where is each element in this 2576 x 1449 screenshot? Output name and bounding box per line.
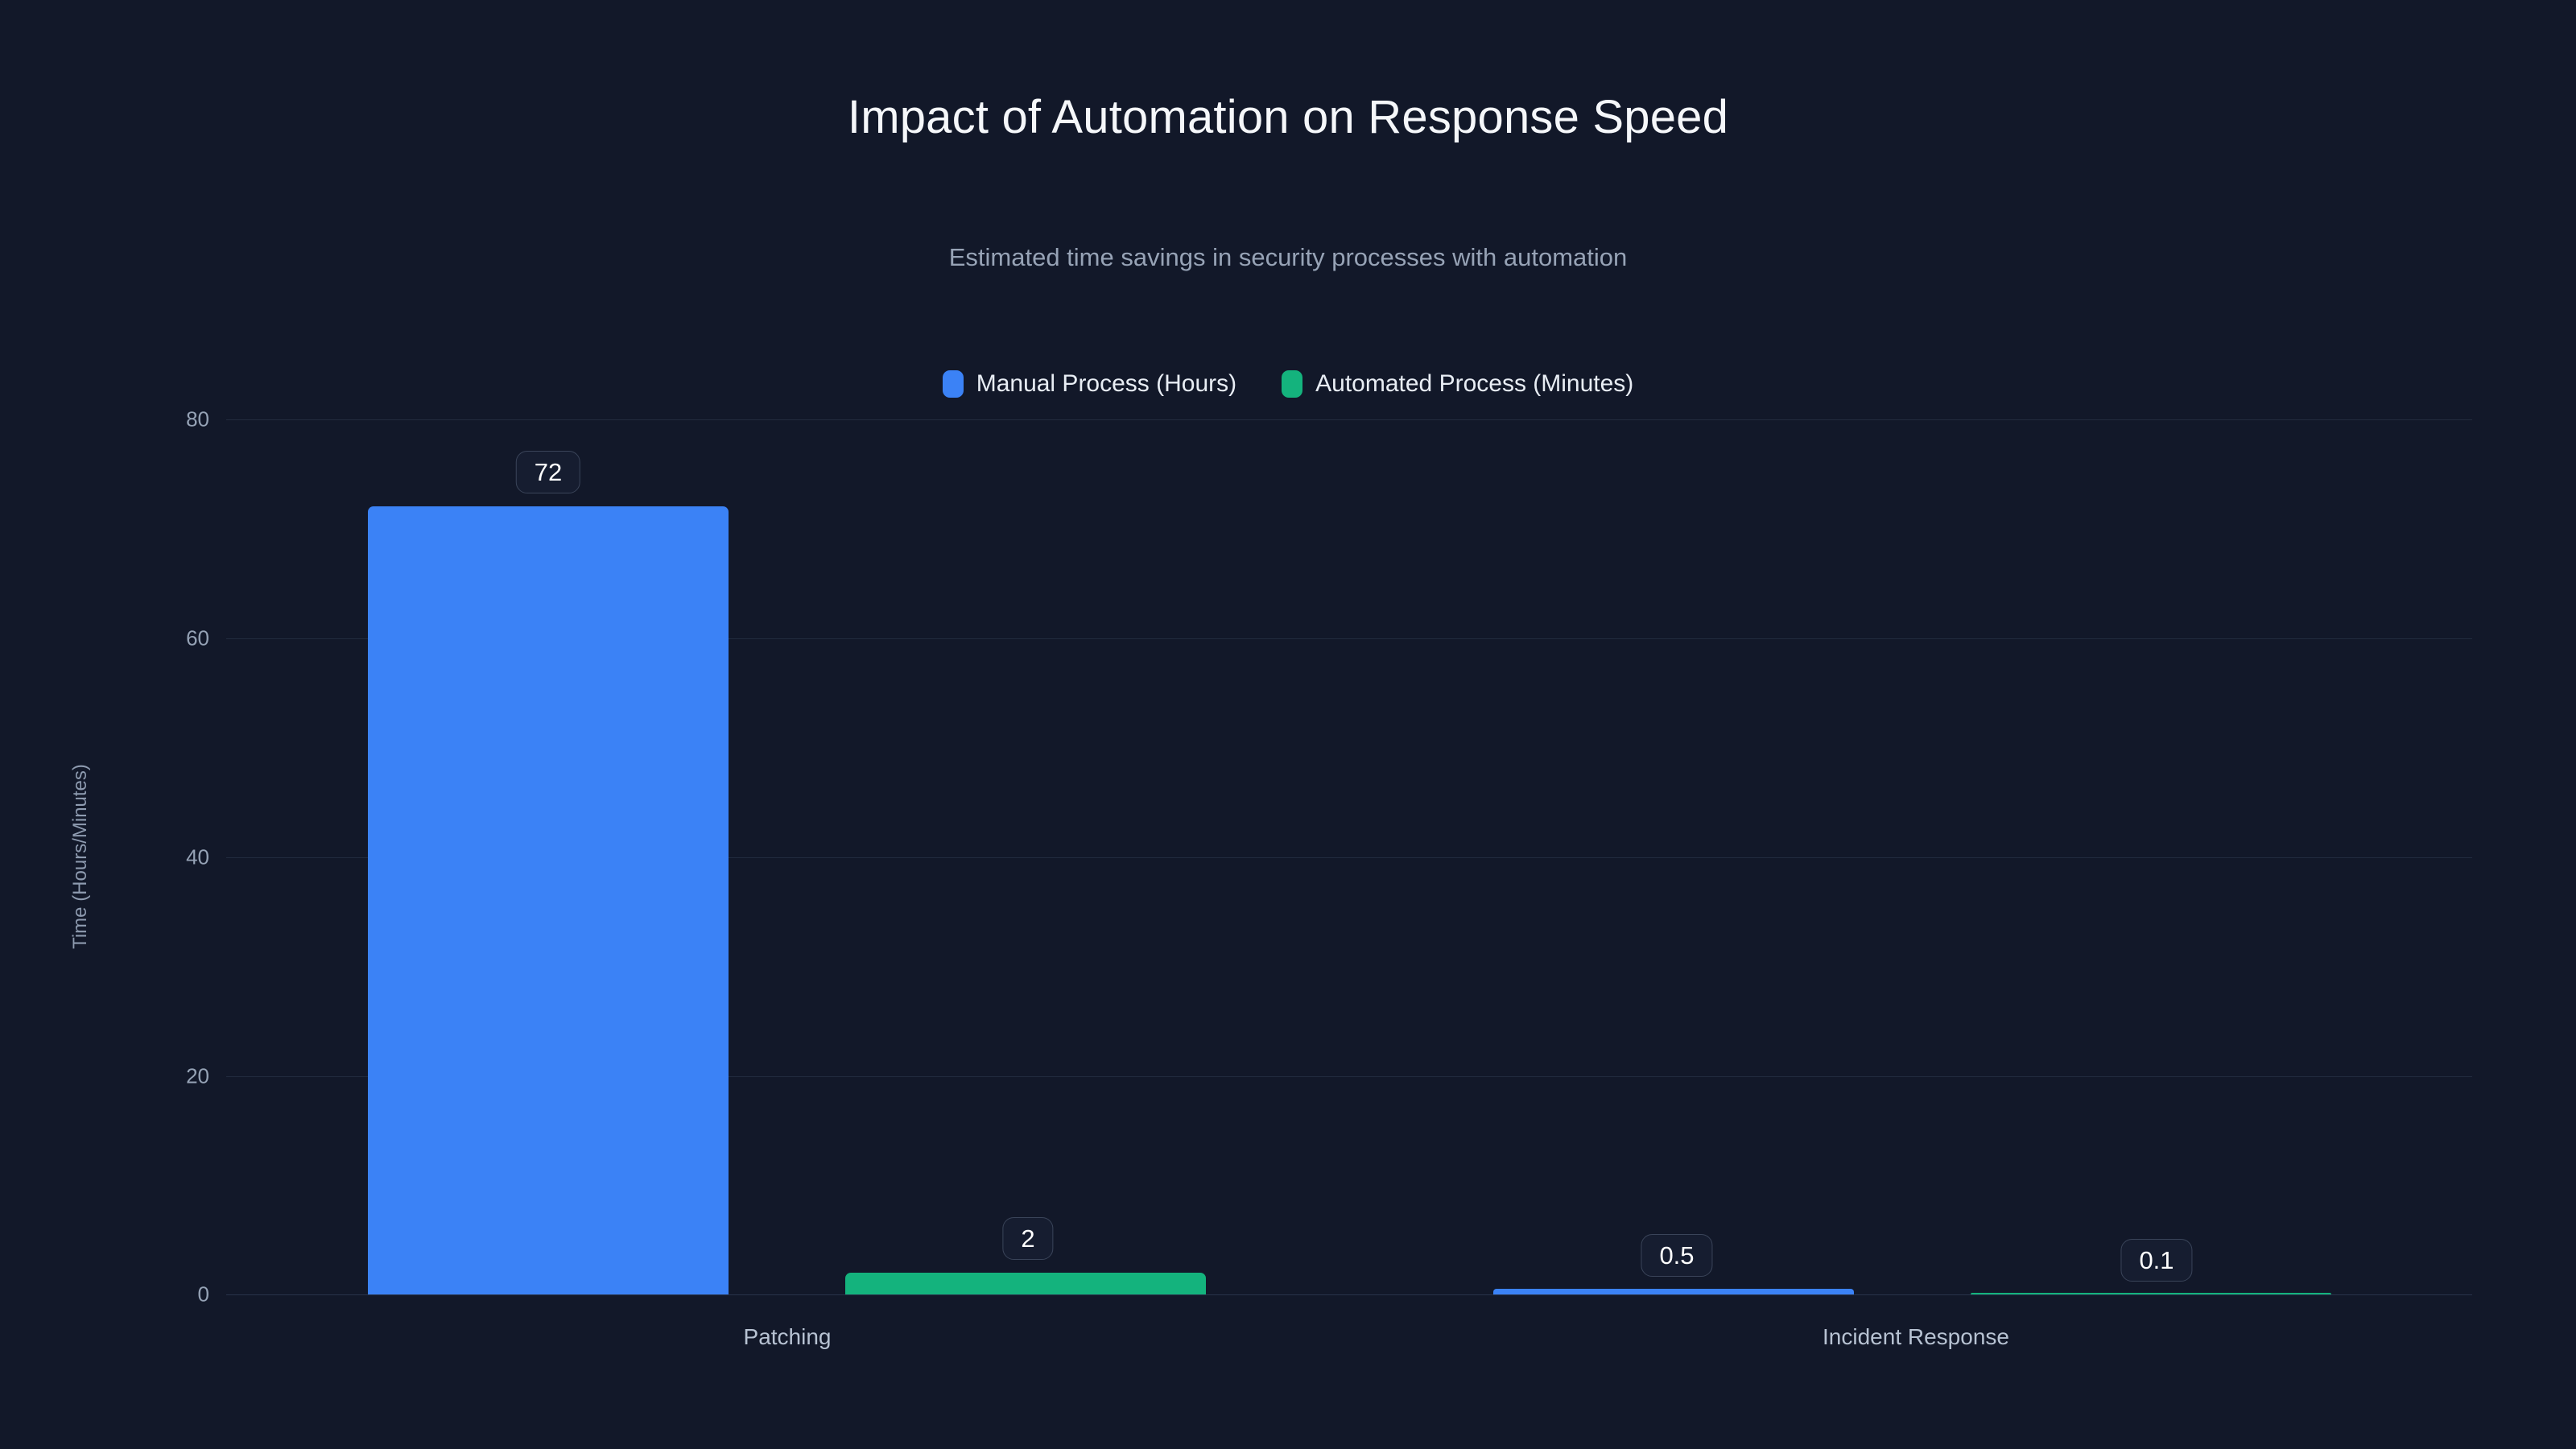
value-label-incident-automated: 0.1 (2120, 1239, 2193, 1282)
bar-incident-automated[interactable] (1971, 1293, 2331, 1294)
gridline-20 (226, 1076, 2472, 1077)
x-label-patching: Patching (743, 1324, 832, 1349)
x-label-incident-response: Incident Response (1823, 1324, 2009, 1349)
chart-subtitle: Estimated time savings in security proce… (948, 243, 1628, 271)
legend-item-automated[interactable]: Automated Process (Minutes) (1282, 370, 1633, 398)
bar-incident-manual[interactable] (1493, 1289, 1854, 1294)
value-label-patching-automated: 2 (1002, 1217, 1054, 1260)
y-tick-20: 20 (186, 1063, 209, 1088)
value-label-incident-manual: 0.5 (1641, 1234, 1713, 1277)
chart-title: Impact of Automation on Response Speed (847, 91, 1729, 143)
chart-legend: Manual Process (Hours) Automated Process… (0, 370, 2576, 398)
legend-label-automated: Automated Process (Minutes) (1315, 370, 1634, 397)
gridline-40 (226, 857, 2472, 858)
value-label-patching-manual: 72 (515, 451, 581, 493)
gridline-80 (226, 419, 2472, 420)
y-tick-40: 40 (186, 844, 209, 869)
legend-item-manual[interactable]: Manual Process (Hours) (942, 370, 1237, 398)
legend-swatch-automated-icon (1282, 370, 1303, 398)
bar-patching-manual[interactable] (368, 506, 729, 1294)
axis-baseline (226, 1294, 2472, 1295)
gridline-60 (226, 638, 2472, 639)
y-axis-title: Time (Hours/Minutes) (69, 764, 91, 949)
legend-label-manual: Manual Process (Hours) (976, 370, 1237, 397)
y-tick-0: 0 (197, 1282, 209, 1307)
bar-patching-automated[interactable] (845, 1273, 1206, 1294)
y-tick-60: 60 (186, 625, 209, 650)
y-tick-80: 80 (186, 407, 209, 431)
legend-swatch-manual-icon (942, 370, 964, 398)
